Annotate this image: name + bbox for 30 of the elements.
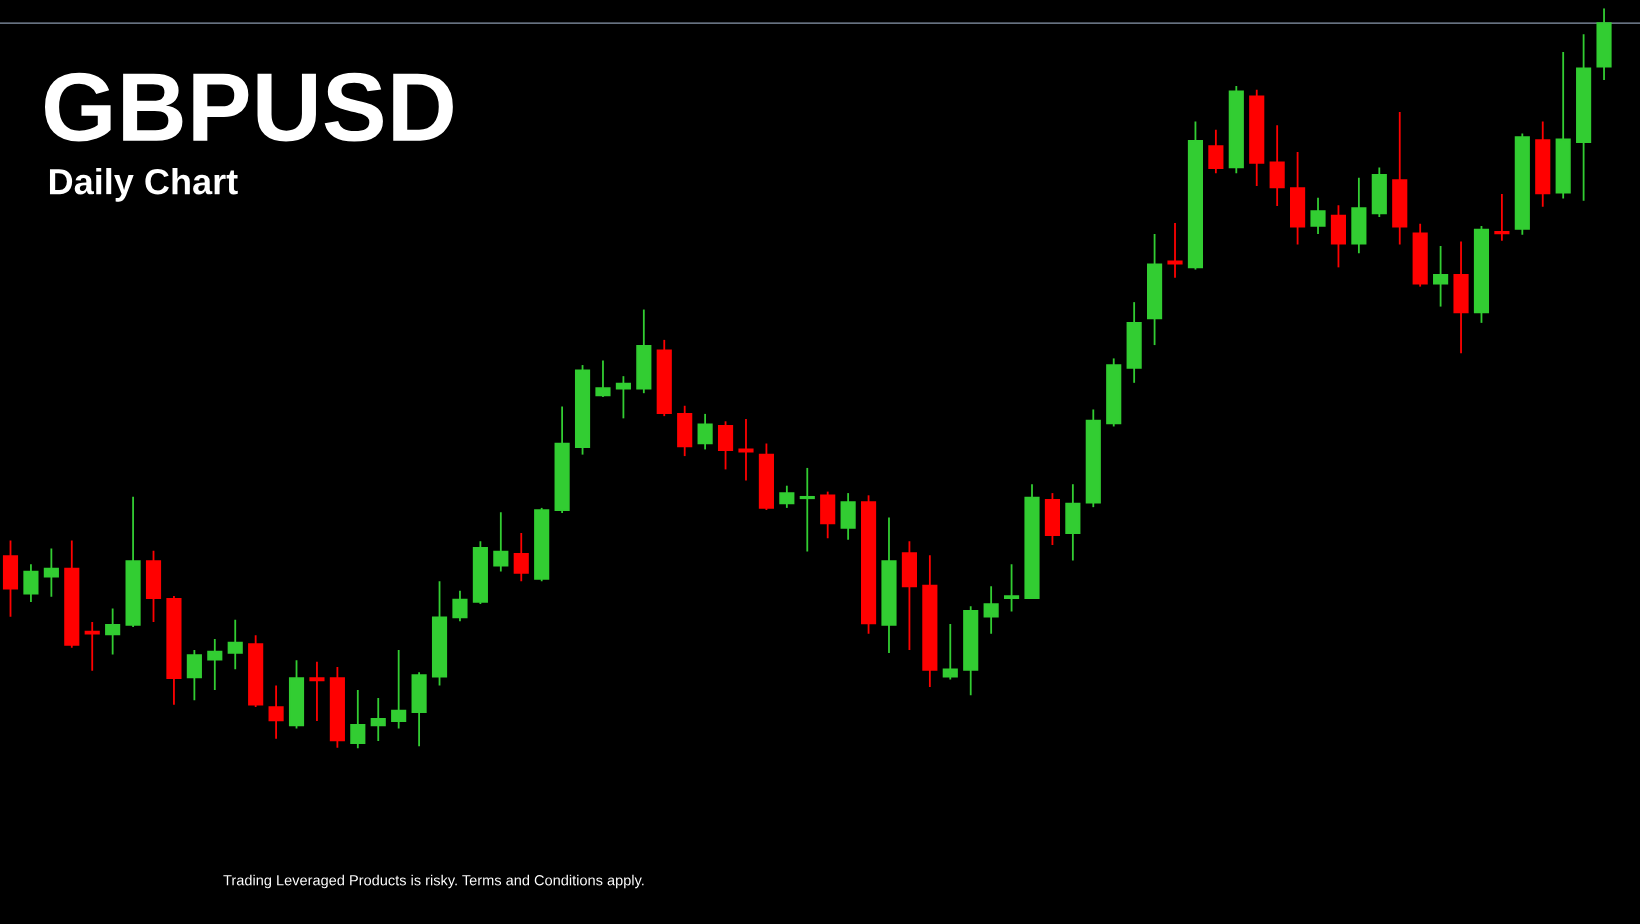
candlestick (1208, 128, 1224, 175)
candlestick (23, 563, 39, 603)
candlestick (615, 375, 631, 420)
candlestick (493, 511, 509, 573)
candlestick (84, 620, 100, 672)
candlestick (595, 359, 611, 398)
candlestick (43, 547, 59, 598)
text: Daily Chart (49, 167, 238, 202)
candlestick (452, 589, 468, 623)
candlestick (186, 649, 202, 702)
candlestick (983, 585, 999, 635)
candlestick (1310, 196, 1326, 235)
candlestick (799, 467, 815, 553)
candlestick (391, 649, 407, 730)
text: Trading Leveraged Products is risky. Terms and Conditions apply. (223, 874, 644, 889)
candlestick (779, 484, 795, 509)
candlestick (309, 660, 325, 722)
candlestick (1003, 563, 1020, 613)
candlestick (1494, 193, 1510, 242)
candlestick (207, 637, 223, 691)
candlestick (942, 623, 958, 681)
candlestick (513, 532, 529, 583)
text: GBPUSD (45, 72, 453, 142)
candlestick (350, 689, 366, 749)
candlestick (227, 618, 243, 671)
candlestick (697, 412, 713, 451)
candlestick (1433, 244, 1449, 308)
candlestick (370, 697, 386, 742)
candlestick (105, 607, 121, 656)
candlestick (268, 684, 284, 740)
